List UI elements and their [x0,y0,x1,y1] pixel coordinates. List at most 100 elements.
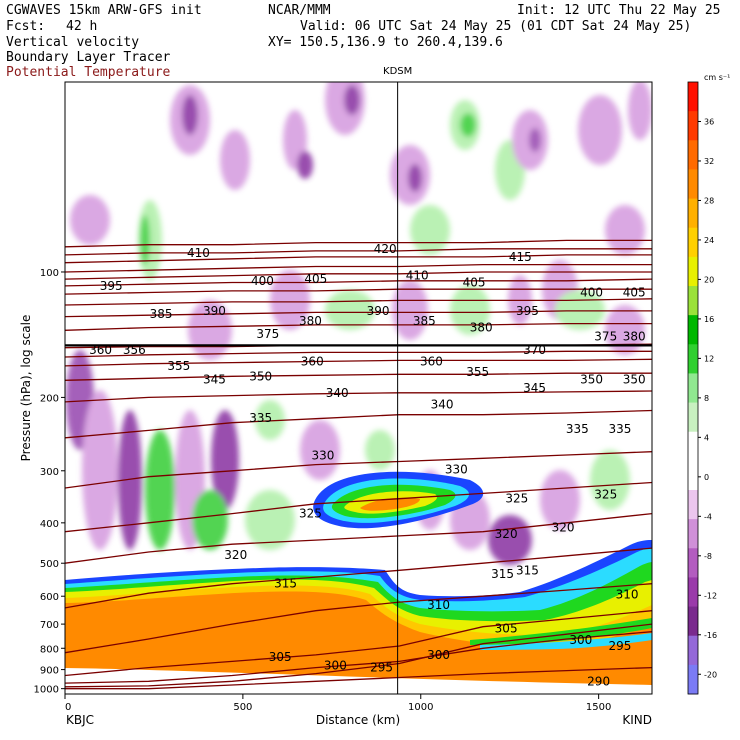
theta-label: 350 [623,372,646,386]
colorbar-swatch [688,140,698,170]
theta-label: 335 [249,411,272,425]
y-tick-label: 300 [40,467,59,478]
theta-label: 356 [123,343,146,357]
theta-label: 385 [150,307,173,321]
y-tick-label: 800 [40,644,59,655]
theta-contour-355 [65,350,652,358]
y-tick-label: 900 [40,666,59,677]
theta-label: 400 [580,285,603,299]
theta-label: 375 [256,327,279,341]
theta-contour-405 [65,263,652,273]
theta-label: 355 [167,359,190,373]
theta-contour-410 [65,254,652,264]
colorbar-tick-label: -20 [704,670,717,679]
theta-label: 315 [491,567,514,581]
theta-label: 330 [445,463,468,477]
left-endpoint: KBJC [66,713,94,727]
theta-contour-390 [65,288,652,295]
theta-label: 380 [470,321,493,335]
colorbar-swatch [688,111,698,141]
theta-label: 410 [406,269,429,283]
theta-label: 335 [609,422,632,436]
plot-frame [64,81,653,695]
colorbar-swatch [688,315,698,345]
colorbar-swatch [688,198,698,229]
section-endpoints: XY= 150.5,136.9 to 260.4,139.6 [268,35,503,50]
colorbar-tick-label: 0 [704,473,709,482]
theta-label: 310 [427,598,450,612]
theta-label: 335 [566,422,589,436]
x-tick-label: 0 [65,702,71,713]
theta-label: 360 [301,354,324,368]
y-tick-label: 400 [40,519,59,530]
theta-label: 390 [367,304,390,318]
theta-label: 320 [224,548,247,562]
colorbar-tick-label: 12 [704,354,714,363]
theta-label: 300 [427,648,450,662]
y-tick-label: 1000 [34,685,59,696]
theta-label: 310 [616,588,639,602]
theta-label: 405 [623,285,646,299]
theta-contour-340 [65,390,652,403]
theta-contour-305 [65,610,652,677]
y-axis: 100 200 300 400 500 600 700 800 900 1000 [34,268,65,696]
x-axis-label: Distance (km) [316,713,400,727]
theta-contour-335 [65,409,652,439]
theta-label: 410 [187,246,210,260]
colorbar-swatch [688,431,698,462]
vertical-velocity-field [65,82,652,694]
colorbar-tick-label: 24 [704,236,714,245]
colorbar-swatch [688,606,698,637]
theta-label: 340 [326,386,349,400]
model-title: CGWAVES 15km ARW-GFS init [6,3,202,18]
theta-label: 360 [420,354,443,368]
theta-label: 340 [431,398,454,412]
theta-contour-420 [65,239,652,248]
x-tick-label: 500 [233,702,252,713]
theta-contour-290 [65,666,652,690]
theta-label: 355 [466,365,489,379]
theta-label: 385 [413,314,436,328]
colorbar-swatch [688,460,698,491]
colorbar-swatch [688,519,698,549]
theta-contour-375 [65,322,652,331]
theta-label: 300 [324,659,347,673]
theta-label: 325 [594,487,617,501]
colorbar-tick-label: -4 [704,512,712,521]
colorbar: -20 -16 -12 -8 -4 0 4 8 12 16 20 24 28 32 36 [687,81,717,695]
theta-label: 295 [609,639,632,653]
colorbar-tick-label: -16 [704,631,717,640]
theta-label: 360 [89,343,112,357]
theta-label: 315 [516,563,539,577]
theta-label: 390 [203,304,226,318]
valid-time: Valid: 06 UTC Sat 24 May 25 (01 CDT Sat … [300,19,692,34]
colorbar-tick-label: 16 [704,315,714,324]
colorbar-tick-label: 8 [704,394,709,403]
colorbar-swatch [688,286,698,316]
theta-contour-300 [65,631,652,684]
theta-label: 320 [552,520,575,534]
colorbar-swatch [688,577,698,608]
forecast-label: Fcst: [6,19,46,34]
colorbar-swatch [688,490,698,520]
theta-label: 350 [249,369,272,383]
theta-label: 395 [100,279,123,293]
y-tick-label: 100 [40,268,59,279]
theta-label: 305 [495,622,518,636]
colorbar-tick-label: -12 [704,591,717,600]
theta-contour-415 [65,248,652,256]
theta-label: 345 [203,372,226,386]
theta-label: 395 [516,304,539,318]
theta-label: 380 [623,330,646,344]
y-tick-label: 700 [40,620,59,631]
x-axis: 0 500 1000 1500 [64,694,611,713]
theta-label: 380 [299,314,322,328]
colorbar-tick-label: 28 [704,196,714,205]
y-tick-label: 600 [40,592,59,603]
colorbar-swatch [688,169,698,200]
forecast-hour: 42 h [66,19,98,34]
theta-contour-395 [65,278,652,287]
colorbar-swatch [688,227,698,258]
y-tick-label: 200 [40,393,59,404]
